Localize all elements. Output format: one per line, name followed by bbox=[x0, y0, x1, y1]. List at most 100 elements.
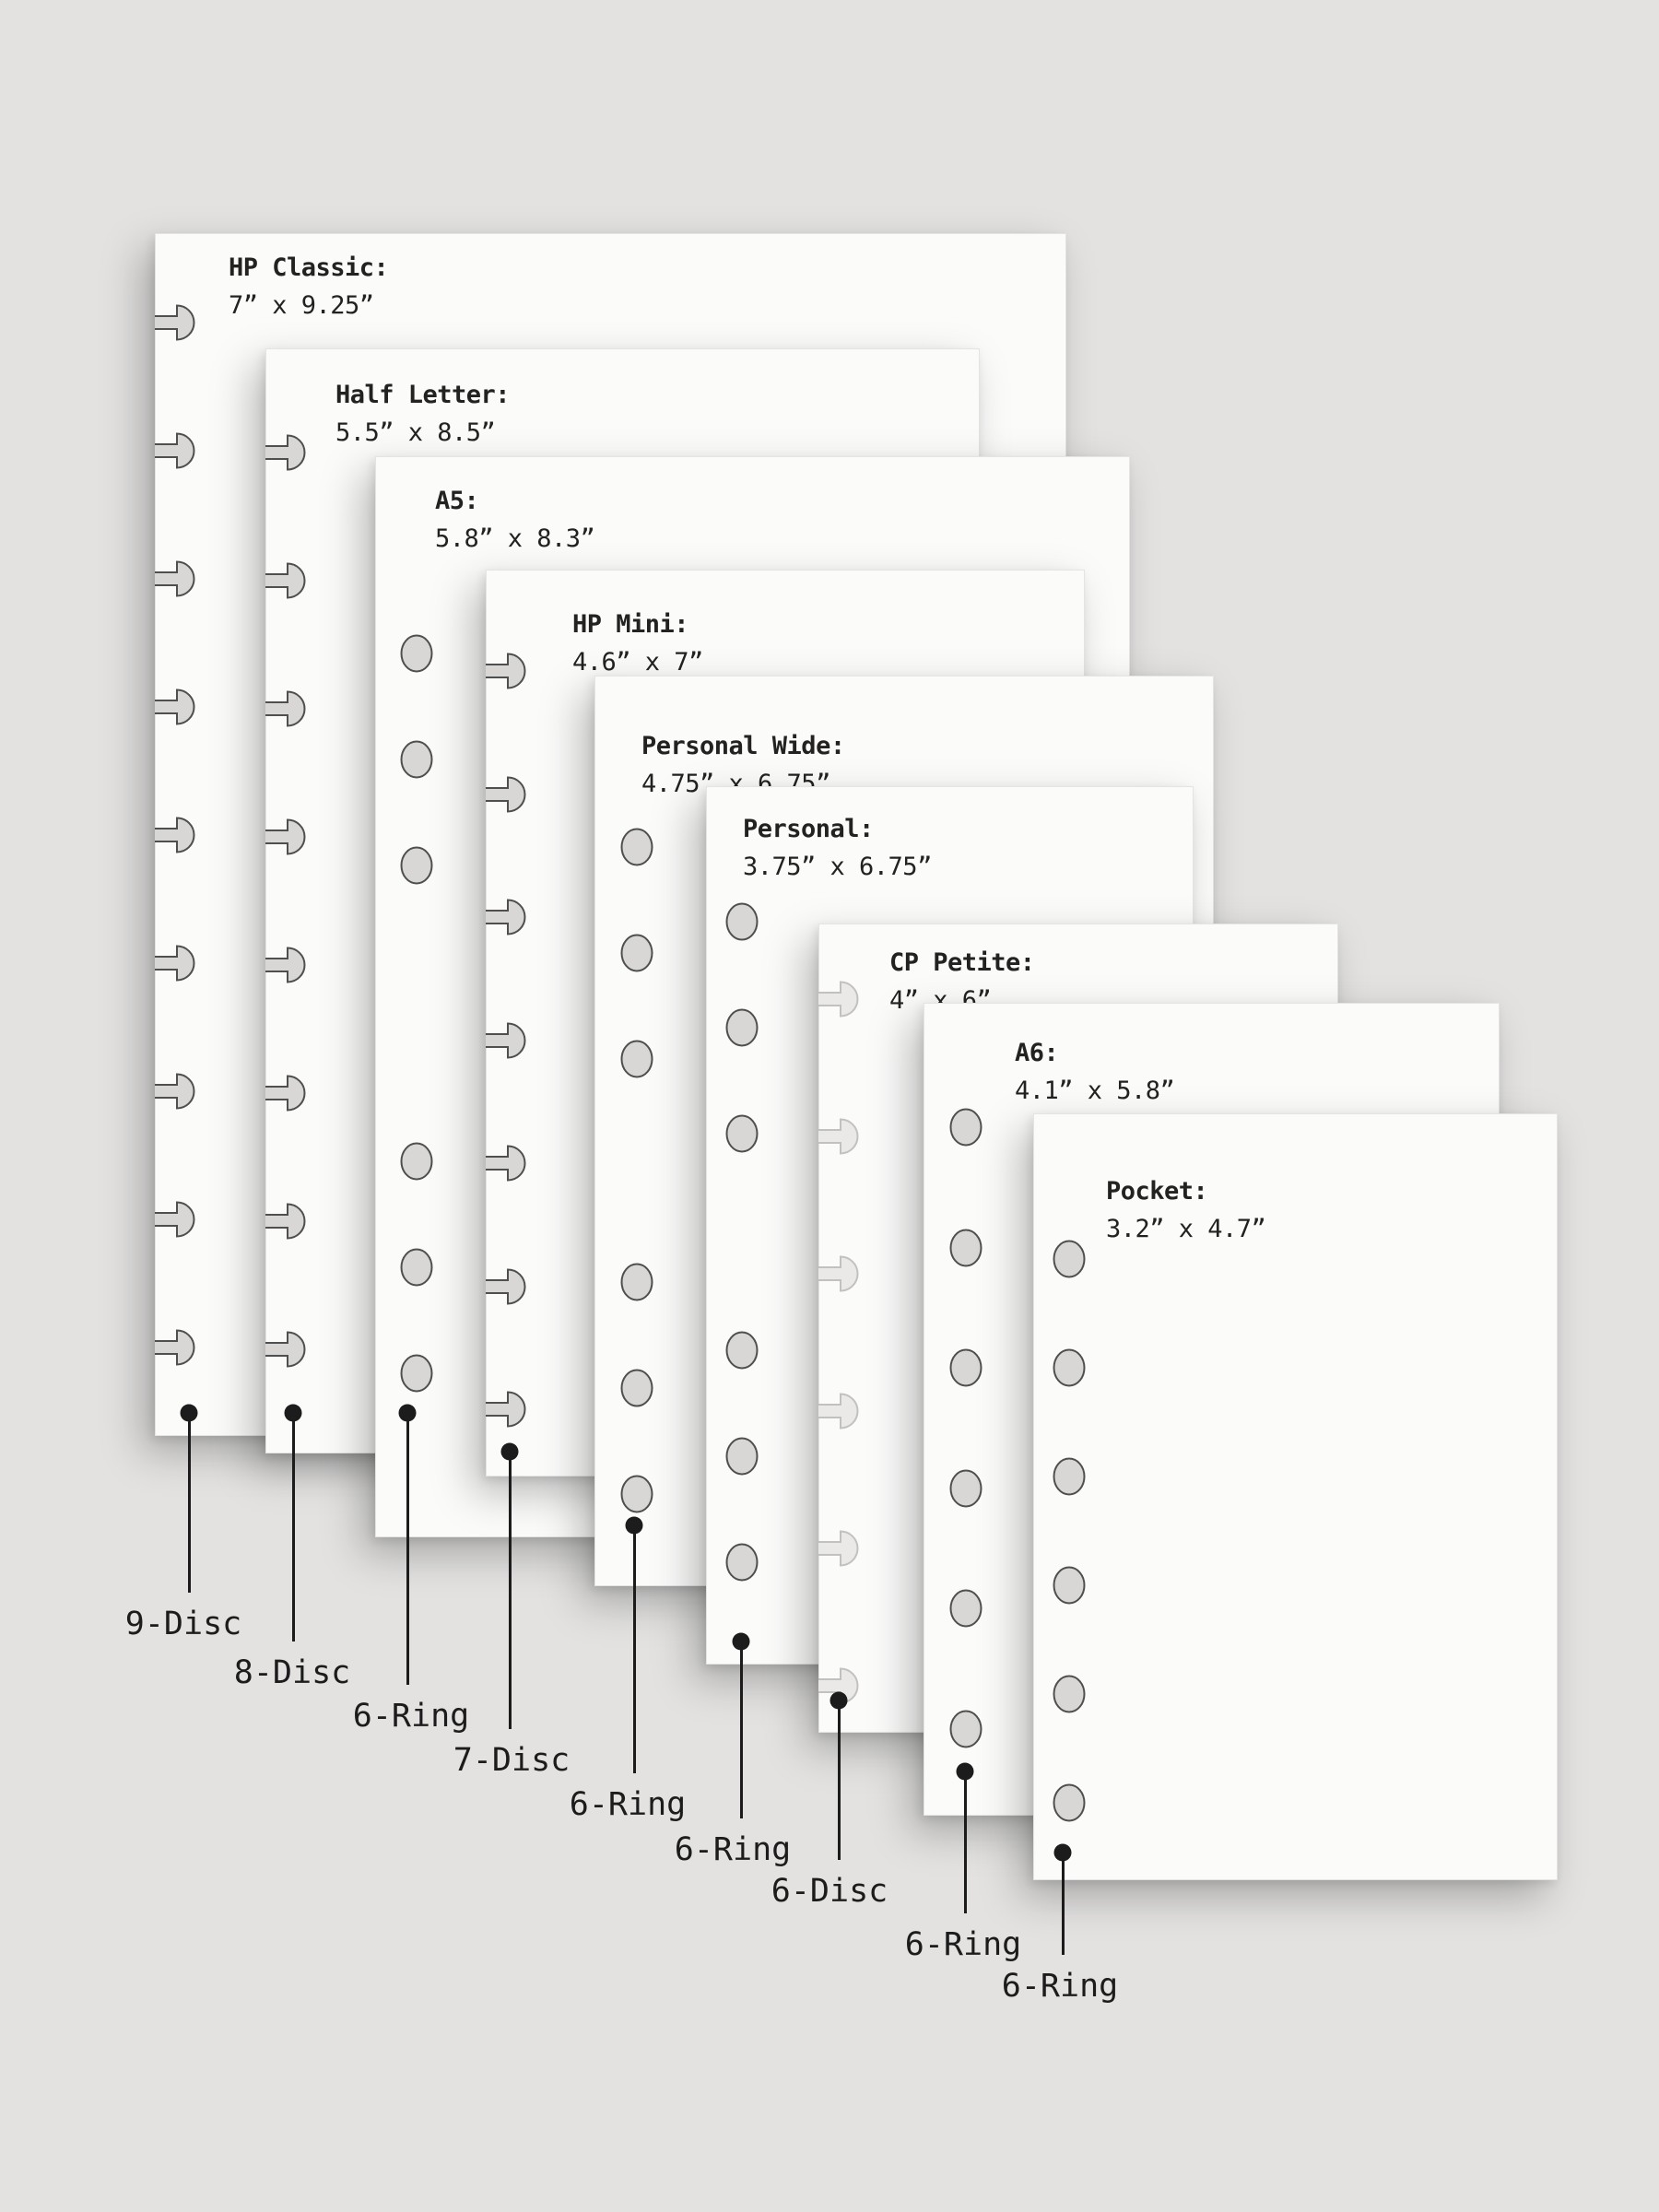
binding-type-label: 6-Ring bbox=[352, 1698, 470, 1735]
disc-punch-icon bbox=[818, 1530, 859, 1567]
binding-type-label: 9-Disc bbox=[124, 1606, 242, 1642]
sheet-name-label: HP Classic: bbox=[229, 253, 389, 282]
binding-holes bbox=[949, 1108, 982, 1748]
disc-punch-icon bbox=[265, 1075, 306, 1112]
ring-hole-icon bbox=[400, 1248, 433, 1287]
ring-hole-icon bbox=[1053, 1457, 1086, 1496]
disc-punch-icon bbox=[155, 945, 195, 982]
callout-line bbox=[963, 1777, 967, 1913]
disc-punch-icon bbox=[486, 1268, 526, 1305]
sheet-name-label: HP Mini: bbox=[572, 610, 689, 639]
disc-punch-icon bbox=[486, 899, 526, 935]
ring-hole-icon bbox=[620, 1040, 653, 1078]
sheet-dimensions-label: 3.75” x 6.75” bbox=[743, 853, 932, 881]
disc-punch-icon bbox=[265, 947, 306, 983]
callout-line bbox=[632, 1531, 636, 1773]
binding-holes bbox=[265, 434, 306, 1368]
sheet-name-label: Half Letter: bbox=[335, 381, 511, 409]
disc-punch-icon bbox=[265, 1331, 306, 1368]
sheet-name-label: Personal Wide: bbox=[641, 732, 845, 760]
binding-holes bbox=[1053, 1240, 1086, 1822]
callout-dot bbox=[956, 1762, 974, 1781]
disc-punch-icon bbox=[818, 1393, 859, 1430]
sheet-dimensions-label: 4.6” x 7” bbox=[572, 648, 703, 677]
disc-punch-icon bbox=[265, 690, 306, 727]
disc-punch-icon bbox=[155, 688, 195, 725]
sheet-title: HP Mini: 4.6” x 7” bbox=[572, 606, 703, 681]
binding-type-label: 7-Disc bbox=[453, 1742, 571, 1779]
sheet-title: A6: 4.1” x 5.8” bbox=[1015, 1034, 1175, 1110]
sheet-title: HP Classic: 7” x 9.25” bbox=[229, 249, 389, 324]
ring-hole-icon bbox=[949, 1589, 982, 1628]
disc-punch-icon bbox=[155, 817, 195, 853]
sheet-name-label: CP Petite: bbox=[889, 948, 1035, 977]
sheet-title: Personal: 3.75” x 6.75” bbox=[743, 810, 932, 886]
binding-type-label: 8-Disc bbox=[233, 1654, 351, 1691]
binding-type-label: 6-Ring bbox=[904, 1926, 1022, 1963]
callout-line bbox=[406, 1418, 409, 1685]
ring-hole-icon bbox=[725, 1437, 759, 1476]
binding-type-label: 6-Ring bbox=[674, 1831, 792, 1868]
callout-dot bbox=[830, 1691, 848, 1710]
sheet-dimensions-label: 5.8” x 8.3” bbox=[435, 524, 595, 553]
binding-holes bbox=[725, 902, 759, 1582]
disc-punch-icon bbox=[486, 1145, 526, 1182]
disc-punch-icon bbox=[265, 562, 306, 599]
binding-holes bbox=[620, 828, 653, 1513]
disc-punch-icon bbox=[265, 1203, 306, 1240]
ring-hole-icon bbox=[620, 1263, 653, 1301]
binding-holes bbox=[400, 634, 433, 1393]
disc-punch-icon bbox=[155, 304, 195, 341]
ring-hole-icon bbox=[1053, 1240, 1086, 1278]
sheet-title: Pocket: 3.2” x 4.7” bbox=[1106, 1172, 1266, 1248]
callout-line bbox=[508, 1457, 512, 1729]
callout-dot bbox=[625, 1516, 643, 1535]
binding-holes bbox=[155, 304, 195, 1366]
ring-hole-icon bbox=[400, 846, 433, 885]
disc-punch-icon bbox=[486, 776, 526, 813]
disc-punch-icon bbox=[155, 1201, 195, 1238]
ring-hole-icon bbox=[1053, 1675, 1086, 1713]
sheet-title: Half Letter: 5.5” x 8.5” bbox=[335, 376, 511, 452]
callout-line bbox=[291, 1418, 295, 1641]
callout-dot bbox=[732, 1632, 750, 1651]
ring-hole-icon bbox=[725, 1331, 759, 1370]
sheet-name-label: A6: bbox=[1015, 1039, 1059, 1067]
ring-hole-icon bbox=[949, 1348, 982, 1387]
disc-punch-icon bbox=[818, 1255, 859, 1292]
binding-holes bbox=[486, 653, 526, 1428]
disc-punch-icon bbox=[265, 818, 306, 855]
ring-hole-icon bbox=[949, 1108, 982, 1147]
ring-hole-icon bbox=[725, 902, 759, 941]
ring-hole-icon bbox=[725, 1008, 759, 1047]
sheet-name-label: Personal: bbox=[743, 815, 874, 843]
ring-hole-icon bbox=[620, 828, 653, 866]
callout-dot bbox=[180, 1404, 198, 1422]
disc-punch-icon bbox=[486, 1391, 526, 1428]
ring-hole-icon bbox=[400, 740, 433, 779]
ring-hole-icon bbox=[1053, 1348, 1086, 1387]
sheet-dimensions-label: 4.1” x 5.8” bbox=[1015, 1077, 1175, 1105]
callout-dot bbox=[284, 1404, 302, 1422]
ring-hole-icon bbox=[725, 1114, 759, 1153]
callout-line bbox=[187, 1418, 191, 1593]
disc-punch-icon bbox=[486, 653, 526, 689]
callout-line bbox=[837, 1706, 841, 1860]
binding-type-label: 6-Ring bbox=[1001, 1968, 1119, 2005]
disc-punch-icon bbox=[818, 981, 859, 1018]
callout-dot bbox=[1053, 1843, 1072, 1862]
ring-hole-icon bbox=[400, 1142, 433, 1181]
sheet-name-label: A5: bbox=[435, 487, 479, 515]
ring-hole-icon bbox=[725, 1543, 759, 1582]
binding-type-label: 6-Ring bbox=[569, 1786, 687, 1823]
sheet-dimensions-label: 7” x 9.25” bbox=[229, 291, 374, 320]
disc-punch-icon bbox=[265, 434, 306, 471]
disc-punch-icon bbox=[155, 560, 195, 597]
disc-punch-icon bbox=[486, 1022, 526, 1059]
ring-hole-icon bbox=[620, 1369, 653, 1407]
disc-punch-icon bbox=[155, 1073, 195, 1110]
ring-hole-icon bbox=[400, 1354, 433, 1393]
sheet-name-label: Pocket: bbox=[1106, 1177, 1208, 1206]
sheet-title: A5: 5.8” x 8.3” bbox=[435, 482, 595, 558]
ring-hole-icon bbox=[949, 1229, 982, 1267]
